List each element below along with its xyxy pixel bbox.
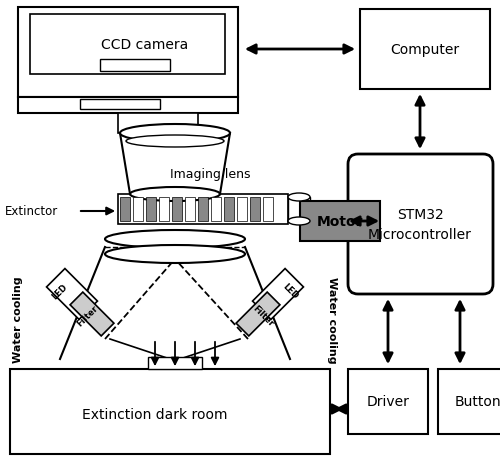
Polygon shape: [46, 269, 98, 320]
Bar: [118, 114, 198, 134]
Text: LED: LED: [50, 282, 70, 301]
Polygon shape: [70, 293, 114, 336]
Ellipse shape: [288, 218, 310, 225]
Polygon shape: [120, 134, 230, 194]
Bar: [438, 369, 500, 434]
Ellipse shape: [120, 125, 230, 143]
Ellipse shape: [105, 245, 245, 263]
Text: Motor: Motor: [317, 214, 363, 229]
Text: Water cooling: Water cooling: [13, 276, 23, 363]
Bar: [237, 198, 247, 221]
Bar: [172, 198, 182, 221]
Text: Filter: Filter: [76, 303, 100, 328]
Bar: [250, 198, 260, 221]
Text: Imaging lens: Imaging lens: [170, 168, 250, 181]
Bar: [300, 201, 380, 242]
Polygon shape: [252, 269, 304, 320]
Bar: [100, 60, 170, 72]
Text: Button: Button: [454, 394, 500, 408]
Bar: [211, 198, 221, 221]
Bar: [288, 198, 310, 221]
Bar: [133, 198, 143, 221]
Text: STM32
Microcontroller: STM32 Microcontroller: [368, 208, 472, 241]
Text: Filter: Filter: [250, 303, 276, 328]
Polygon shape: [236, 293, 280, 336]
Text: Driver: Driver: [366, 394, 410, 408]
Bar: [10, 369, 330, 454]
Bar: [159, 198, 169, 221]
Bar: [118, 194, 288, 225]
Bar: [224, 198, 234, 221]
Bar: [80, 100, 160, 110]
Bar: [120, 198, 130, 221]
Bar: [348, 369, 428, 434]
Bar: [263, 198, 273, 221]
Text: LED: LED: [280, 282, 299, 301]
Ellipse shape: [288, 194, 310, 201]
Text: CCD camera: CCD camera: [102, 38, 188, 52]
Bar: [18, 8, 238, 98]
Ellipse shape: [130, 188, 220, 201]
Text: Water cooling: Water cooling: [327, 276, 337, 363]
Ellipse shape: [126, 136, 224, 148]
Bar: [198, 198, 208, 221]
Bar: [185, 198, 195, 221]
FancyBboxPatch shape: [348, 155, 493, 294]
Bar: [30, 15, 225, 75]
Bar: [18, 98, 238, 114]
Ellipse shape: [105, 231, 245, 249]
Text: Extinction dark room: Extinction dark room: [82, 407, 228, 421]
Bar: [360, 10, 490, 90]
Text: Extinctor: Extinctor: [5, 205, 58, 218]
Bar: [146, 198, 156, 221]
Text: Computer: Computer: [390, 43, 460, 57]
Bar: [148, 357, 202, 369]
